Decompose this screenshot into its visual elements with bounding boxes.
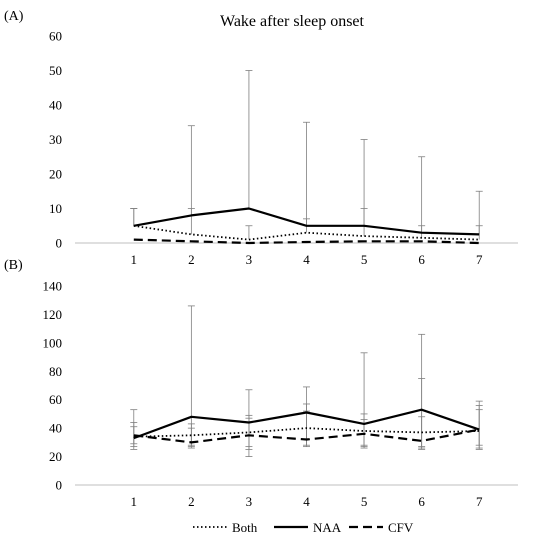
- legend-label: CFV: [388, 520, 414, 535]
- y-tick-label: 100: [43, 335, 63, 350]
- y-tick-label: 30: [49, 132, 62, 147]
- x-tick-label: 2: [188, 252, 195, 267]
- y-tick-label: 120: [43, 307, 63, 322]
- legend: Both NAA CFV: [193, 520, 414, 535]
- chart-title: Wake after sleep onset: [220, 13, 365, 30]
- series-line-cfv: [133, 238, 480, 245]
- x-tick-label: 4: [303, 252, 310, 267]
- series-line-naa: [133, 408, 480, 440]
- x-tick-label: 3: [246, 494, 253, 509]
- y-tick-label: 40: [49, 421, 62, 436]
- y-tick-label: 80: [49, 364, 62, 379]
- y-tick-label: 50: [49, 63, 62, 78]
- y-tick-label: 20: [49, 167, 62, 182]
- x-tick-label: 1: [131, 252, 138, 267]
- x-tick-label: 5: [361, 494, 368, 509]
- y-tick-label: 0: [56, 236, 63, 251]
- y-tick-label: 60: [49, 29, 62, 44]
- panel-label: (B): [4, 258, 23, 273]
- series-line-naa: [133, 207, 480, 236]
- y-tick-label: 140: [43, 279, 63, 294]
- y-tick-label: 20: [49, 449, 62, 464]
- y-tick-label: 60: [49, 392, 62, 407]
- panel-label: (A): [4, 9, 24, 24]
- x-tick-label: 6: [418, 494, 425, 509]
- y-tick-label: 40: [49, 98, 62, 113]
- legend-label: Both: [232, 520, 258, 535]
- x-tick-label: 7: [476, 252, 483, 267]
- series-line-both: [133, 224, 480, 241]
- x-tick-label: 6: [418, 252, 425, 267]
- y-tick-label: 0: [56, 478, 63, 493]
- x-tick-label: 3: [246, 252, 253, 267]
- x-tick-label: 7: [476, 494, 483, 509]
- series-line-cfv: [133, 428, 480, 444]
- x-tick-label: 2: [188, 494, 195, 509]
- series-line-both: [133, 427, 480, 438]
- x-tick-label: 4: [303, 494, 310, 509]
- legend-label: NAA: [313, 520, 342, 535]
- x-tick-label: 5: [361, 252, 368, 267]
- panel-b: (B) 0 20 40 60 80 100 120 140 1 2 3 4 5 6 7: [4, 258, 518, 509]
- x-tick-label: 1: [131, 494, 138, 509]
- panel-a: (A) Wake after sleep onset 0 10 20 30 40 50 60 1 2…: [4, 9, 518, 267]
- y-tick-label: 10: [49, 201, 62, 216]
